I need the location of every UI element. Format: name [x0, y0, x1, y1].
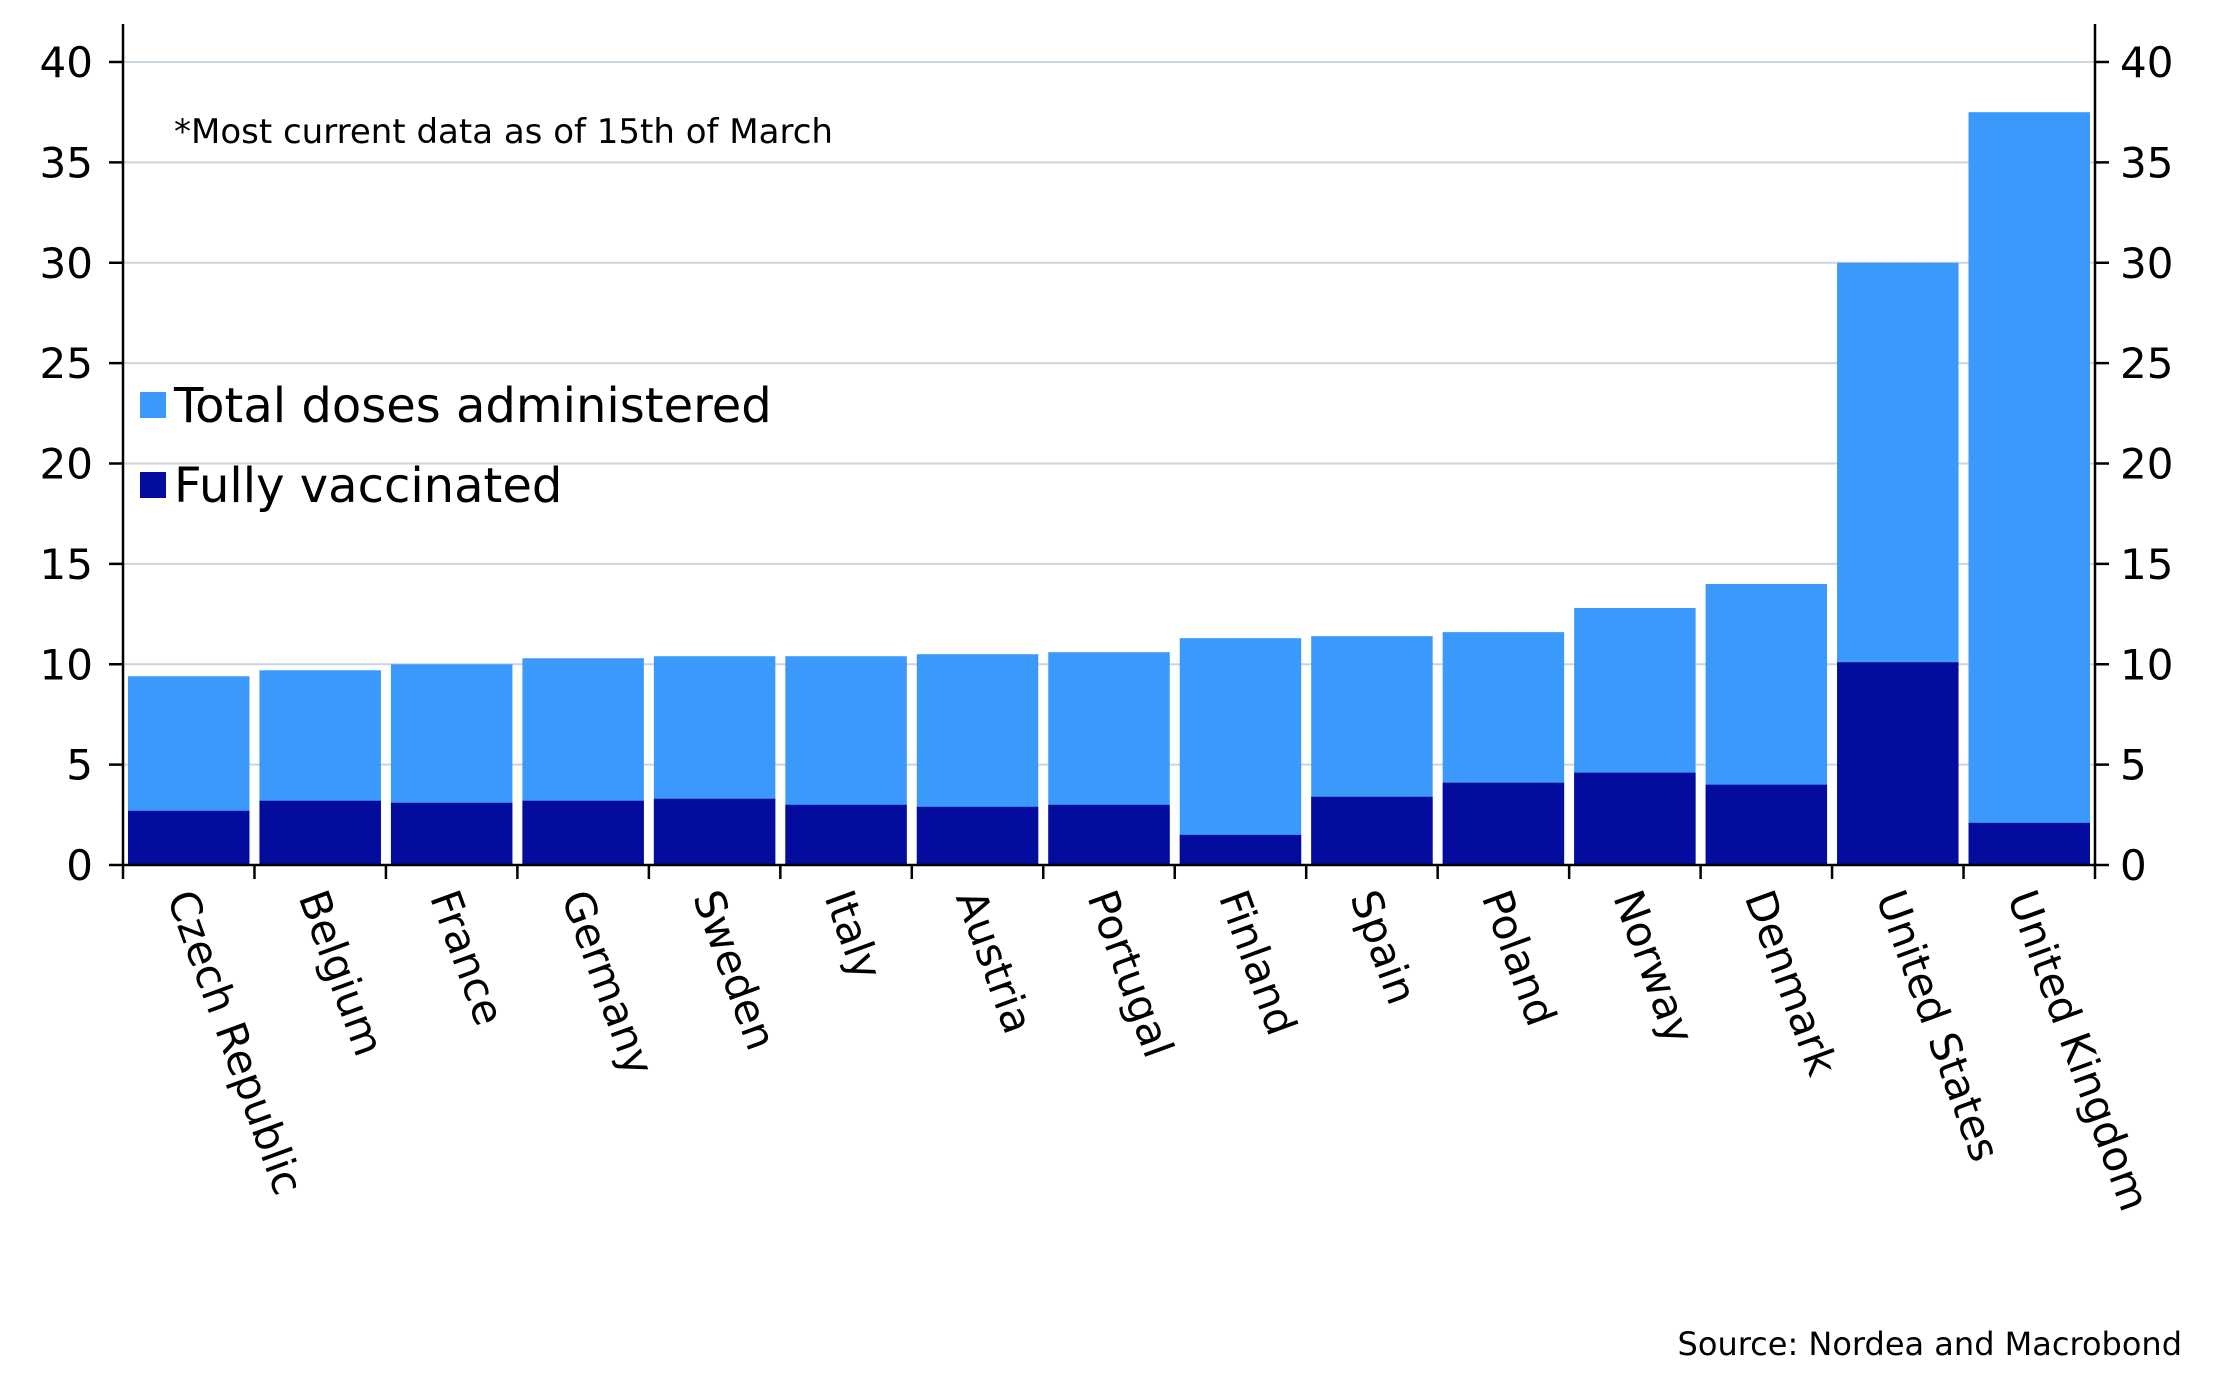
- bar-fully-vaccinated: [522, 800, 644, 865]
- y-tick-label-left: 30: [40, 239, 93, 288]
- bar-fully-vaccinated: [259, 800, 381, 865]
- x-category-label: Belgium: [289, 884, 394, 1063]
- y-tick-label-left: 40: [40, 38, 93, 87]
- legend-swatch-total-doses: [140, 392, 166, 418]
- bar-fully-vaccinated: [916, 806, 1039, 865]
- x-category-label: Italy: [815, 884, 892, 986]
- fully-vaccinated-bars: [128, 662, 2090, 865]
- y-tick-label-right: 5: [2120, 741, 2147, 790]
- x-category-label: United Kingdom: [1998, 884, 2159, 1218]
- y-tick-label-right: 30: [2120, 239, 2173, 288]
- y-tick-label-right: 40: [2120, 38, 2173, 87]
- y-tick-label-right: 15: [2120, 540, 2173, 589]
- y-tick-label-left: 25: [40, 339, 93, 388]
- bar-fully-vaccinated: [653, 798, 776, 865]
- chart-source: Source: Nordea and Macrobond: [1678, 1325, 2182, 1363]
- bar-fully-vaccinated: [1442, 782, 1565, 865]
- y-axis-right-ticks: 0 5 10 15 20 25 30 35 40: [2095, 38, 2173, 890]
- bar-fully-vaccinated: [1179, 834, 1302, 865]
- bar-total-doses: [1179, 638, 1302, 865]
- chart-note: *Most current data as of 15th of March: [174, 112, 833, 152]
- x-category-label: Norway: [1603, 884, 1704, 1050]
- y-tick-label-left: 15: [40, 540, 93, 589]
- x-category-label: Czech Republic: [157, 884, 312, 1201]
- axes: [121, 24, 2097, 879]
- bar-fully-vaccinated: [390, 802, 513, 865]
- x-category-label: Finland: [1209, 884, 1306, 1042]
- x-category-label: Germany: [552, 884, 664, 1082]
- legend-label-total-doses: Total doses administered: [173, 378, 772, 434]
- bar-fully-vaccinated: [1837, 662, 1959, 865]
- bar-fully-vaccinated: [1574, 772, 1696, 865]
- legend: Total doses administered Fully vaccinate…: [140, 378, 772, 514]
- x-category-label: France: [420, 884, 514, 1032]
- y-tick-label-left: 0: [66, 841, 93, 890]
- y-axis-left-ticks: 0 5 10 15 20 25 30 35 40: [40, 38, 123, 890]
- x-category-label: Portugal: [1078, 884, 1184, 1064]
- bar-fully-vaccinated: [128, 810, 250, 865]
- x-category-label: Spain: [1341, 884, 1427, 1011]
- x-category-label: Sweden: [683, 884, 786, 1057]
- y-tick-label-left: 5: [66, 741, 93, 790]
- bar-fully-vaccinated: [1705, 784, 1828, 865]
- bar-fully-vaccinated: [785, 804, 907, 865]
- y-tick-label-right: 35: [2120, 138, 2173, 187]
- y-tick-label-right: 20: [2120, 440, 2173, 489]
- bar-fully-vaccinated: [1311, 796, 1433, 865]
- bar-fully-vaccinated: [1048, 804, 1170, 865]
- y-tick-label-right: 0: [2120, 841, 2147, 890]
- legend-label-fully-vaccinated: Fully vaccinated: [174, 458, 562, 514]
- bar-fully-vaccinated: [1968, 822, 2090, 865]
- y-tick-label-left: 35: [40, 138, 93, 187]
- y-tick-label-right: 10: [2120, 640, 2173, 689]
- bar-total-doses: [1968, 112, 2090, 865]
- legend-swatch-fully-vaccinated: [140, 472, 166, 498]
- y-tick-label-right: 25: [2120, 339, 2173, 388]
- x-category-label: Poland: [1472, 884, 1566, 1033]
- y-tick-label-left: 10: [40, 640, 93, 689]
- x-category-label: Austria: [946, 884, 1043, 1040]
- y-tick-label-left: 20: [40, 440, 93, 489]
- x-category-label: United States: [1866, 884, 2009, 1168]
- x-category-label: Denmark: [1735, 884, 1847, 1083]
